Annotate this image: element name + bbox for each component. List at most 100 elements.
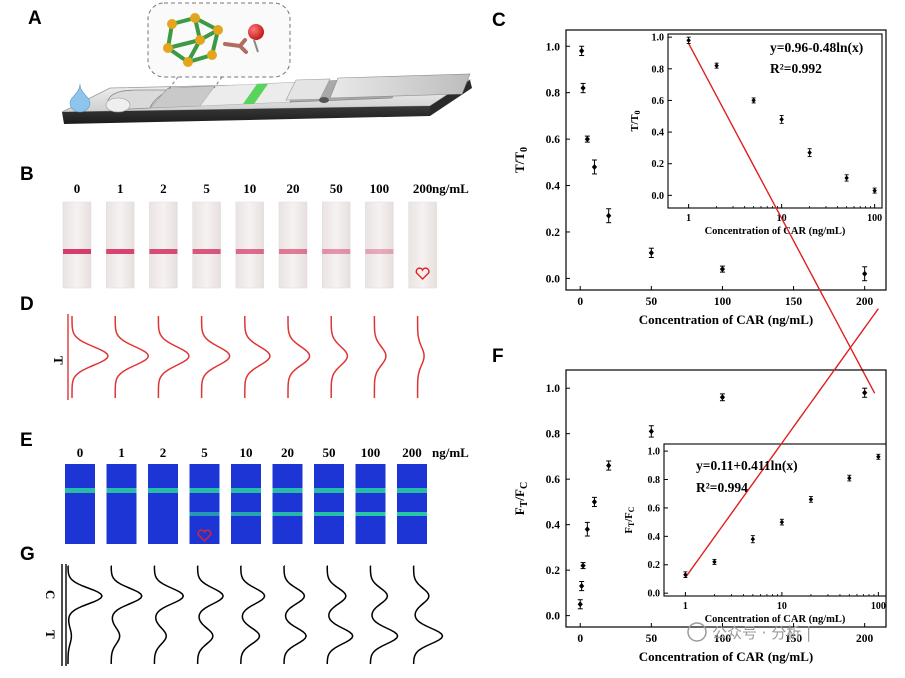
concentration-label-b: 2 xyxy=(160,181,167,196)
visible-strip xyxy=(278,201,308,289)
fit-r-squared: R²=0.992 xyxy=(770,61,822,76)
fluorescent-strip xyxy=(231,464,261,544)
control-line-fluor xyxy=(231,488,261,493)
visible-strip xyxy=(408,201,437,289)
red-intensity-curve xyxy=(416,316,425,398)
data-point xyxy=(584,526,590,533)
panel-label-b: B xyxy=(20,164,34,185)
inset-data-point xyxy=(686,37,691,43)
test-line-visible xyxy=(322,249,351,254)
data-point xyxy=(862,389,868,396)
black-intensity-curve xyxy=(283,565,307,665)
inset-data-point xyxy=(750,536,756,542)
inset-y-tick-label: 0.4 xyxy=(648,532,661,543)
panel-e: E 0 1 2 5 10 20 50 100 200 ng/mL xyxy=(20,430,469,544)
x-tick-label: 100 xyxy=(714,633,732,645)
inset-data-point xyxy=(872,188,877,194)
inset-y-axis-title: FT/FC xyxy=(624,506,636,533)
data-point xyxy=(606,212,612,219)
data-point xyxy=(580,562,586,569)
concentration-label-e: 0 xyxy=(77,445,84,460)
y-tick-label: 1.0 xyxy=(546,41,561,53)
data-point xyxy=(580,85,586,92)
inset-frame xyxy=(663,443,887,597)
fit-line xyxy=(684,308,879,578)
concentration-label-e: 10 xyxy=(240,445,253,460)
heart-icon xyxy=(415,267,430,280)
test-line-fluor xyxy=(272,512,303,516)
red-intensity-curve xyxy=(114,315,150,398)
watermark-text: 公众号 · 分析 | xyxy=(712,624,811,642)
watermark: 公众号 · 分析 | xyxy=(687,622,811,642)
wechat-icon xyxy=(687,622,707,642)
concentration-label-b: 10 xyxy=(243,181,256,196)
x-tick-label: 100 xyxy=(714,296,732,308)
data-point xyxy=(648,249,654,256)
fluorescent-strip xyxy=(397,464,427,544)
red-intensity-curve xyxy=(71,315,109,398)
y-axis-title: T/T0 xyxy=(512,147,530,173)
concentration-label-b: 200 xyxy=(413,181,433,196)
test-line-fluor xyxy=(189,512,220,516)
red-intensity-curve xyxy=(200,315,231,398)
black-intensity-curve xyxy=(240,565,266,665)
curve-label-t-g: T xyxy=(43,630,58,639)
inset-data-point xyxy=(844,175,849,181)
inset-data-point xyxy=(779,116,784,122)
chart-f: 0 50 100 150 200 0.0 0.2 0.4 0.6 0.8 1.0 Concentrat… xyxy=(512,308,887,664)
y-axis-title: FT/FC xyxy=(512,482,530,515)
control-line-fluor xyxy=(272,488,303,493)
y-tick-label: 0.8 xyxy=(546,429,561,441)
data-point xyxy=(591,163,598,170)
black-intensity-curve xyxy=(196,565,224,665)
data-point xyxy=(606,462,612,469)
x-axis-title: Concentration of CAR (ng/mL) xyxy=(639,312,813,327)
black-intensity-curve xyxy=(153,565,185,665)
fluorescent-strip xyxy=(148,464,178,544)
test-line-fluor xyxy=(231,512,261,516)
panel-b: B 0 1 2 5 10 20 50 100 200 ng/mL xyxy=(20,164,469,289)
black-intensity-curve xyxy=(110,565,143,665)
panel-label-e: E xyxy=(20,430,33,451)
concentration-label-b: 50 xyxy=(330,181,343,196)
fit-equation: y=0.11+0.411ln(x) xyxy=(696,458,798,473)
plot-frame xyxy=(565,29,887,291)
curve-label-t-d: T xyxy=(51,356,66,365)
x-tick-label: 50 xyxy=(646,633,658,645)
red-intensity-curve xyxy=(373,316,387,398)
red-intensity-curve xyxy=(244,316,271,398)
x-tick-label: 150 xyxy=(785,633,803,645)
data-point xyxy=(579,47,585,54)
inset-x-axis-title: Concentration of CAR (ng/mL) xyxy=(705,614,846,625)
fluorescent-strip xyxy=(65,464,95,544)
test-line-fluor xyxy=(355,512,386,516)
y-tick-label: 0.6 xyxy=(546,134,561,146)
red-probe-icon xyxy=(248,24,264,40)
visible-strip xyxy=(321,201,351,289)
black-intensity-curve xyxy=(326,565,354,665)
visible-strip-row: 0 1 2 5 10 20 50 100 200 ng/mL xyxy=(62,181,469,289)
panel-label-d: D xyxy=(20,294,34,315)
y-tick-label: 0.8 xyxy=(546,88,561,100)
x-axis-title: Concentration of CAR (ng/mL) xyxy=(639,649,813,664)
y-tick-label: 0.4 xyxy=(546,520,561,532)
panel-label-g: G xyxy=(20,544,35,565)
panel-label-f: F xyxy=(492,346,504,367)
inset-data-point xyxy=(876,454,881,460)
fit-equation: y=0.96-0.48ln(x) xyxy=(770,40,863,55)
y-tick-label: 0.6 xyxy=(546,474,561,486)
concentration-label-b: 20 xyxy=(287,181,300,196)
visible-strip xyxy=(62,201,92,289)
nanoprobe-callout xyxy=(147,2,291,91)
concentration-label-e: 1 xyxy=(118,445,125,460)
control-line-fluor xyxy=(314,488,344,493)
data-point xyxy=(584,136,590,143)
inset-x-axis-title: Concentration of CAR (ng/mL) xyxy=(705,226,846,237)
data-point xyxy=(719,266,726,273)
data-point xyxy=(862,270,868,277)
y-tick-label: 0.0 xyxy=(546,273,561,285)
fit-r-squared: R²=0.994 xyxy=(696,480,748,495)
y-tick-label: 0.2 xyxy=(546,565,561,577)
inset-data-point xyxy=(808,496,814,502)
control-line-fluor xyxy=(106,488,137,493)
